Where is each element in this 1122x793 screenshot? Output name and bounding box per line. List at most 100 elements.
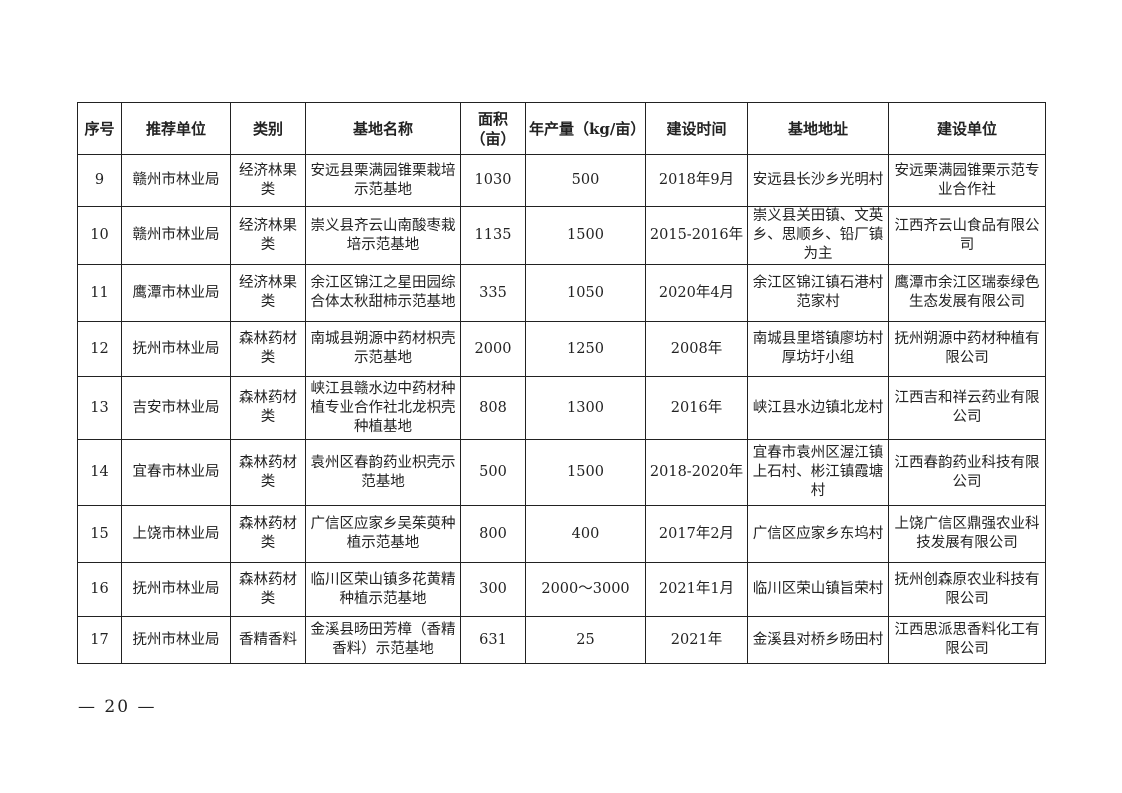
cell-seq: 13 [77, 376, 122, 440]
cell-base-name: 安远县栗满园锥栗栽培示范基地 [305, 154, 461, 207]
cell-category: 香精香料 [230, 616, 306, 664]
cell-area: 335 [460, 264, 526, 322]
cell-seq: 16 [77, 562, 122, 617]
table-row: 17 抚州市林业局 香精香料 金溪县旸田芳樟（香精香料）示范基地 631 25 2021年金… [77, 616, 1046, 664]
cell-builder: 抚州朔源中药材种植有限公司 [888, 321, 1046, 377]
cell-builder: 江西吉和祥云药业有限公司 [888, 376, 1046, 440]
cell-yield: 1300 [525, 376, 646, 440]
cell-builder: 江西春韵药业科技有限公司 [888, 439, 1046, 506]
cell-build-time: 2018年9月 [645, 154, 748, 207]
cell-base-name: 峡江县赣水边中药材种植专业合作社北龙枳壳种植基地 [305, 376, 461, 440]
header-base-name: 基地名称 [305, 102, 461, 155]
cell-yield: 1500 [525, 206, 646, 265]
cell-builder: 鹰潭市余江区瑞泰绿色生态发展有限公司 [888, 264, 1046, 322]
header-recommender: 推荐单位 [121, 102, 231, 155]
header-row: 序号 推荐单位 类别 基地名称 面积（亩） 年产量（kg/亩） 建设时间 基地地址 建设单位 [77, 102, 1046, 155]
cell-builder: 抚州创森原农业科技有限公司 [888, 562, 1046, 617]
table-row: 10 赣州市林业局 经济林果类 崇义县齐云山南酸枣栽培示范基地 1135 1500 2015… [77, 206, 1046, 265]
table-row: 11 鹰潭市林业局 经济林果类 余江区锦江之星田园综合体太秋甜柿示范基地 335 1050… [77, 264, 1046, 322]
cell-address: 临川区荣山镇旨荣村 [747, 562, 889, 617]
cell-build-time: 2016年 [645, 376, 748, 440]
cell-seq: 12 [77, 321, 122, 377]
cell-recommender: 抚州市林业局 [121, 616, 231, 664]
cell-area: 1135 [460, 206, 526, 265]
cell-build-time: 2021年1月 [645, 562, 748, 617]
cell-yield: 500 [525, 154, 646, 207]
cell-category: 经济林果类 [230, 154, 306, 207]
cell-category: 森林药材类 [230, 321, 306, 377]
header-build-time: 建设时间 [645, 102, 748, 155]
cell-seq: 17 [77, 616, 122, 664]
cell-yield: 25 [525, 616, 646, 664]
cell-builder: 安远栗满园锥栗示范专业合作社 [888, 154, 1046, 207]
cell-area: 631 [460, 616, 526, 664]
cell-builder: 江西思派思香料化工有限公司 [888, 616, 1046, 664]
table-row: 14 宜春市林业局 森林药材类 袁州区春韵药业枳壳示范基地 500 1500 2018-20… [77, 439, 1046, 506]
table-row: 12 抚州市林业局 森林药材类 南城县朔源中药材枳壳示范基地 2000 1250 2008年… [77, 321, 1046, 377]
cell-seq: 14 [77, 439, 122, 506]
header-address: 基地地址 [747, 102, 889, 155]
cell-base-name: 广信区应家乡吴茱萸种植示范基地 [305, 505, 461, 563]
cell-category: 经济林果类 [230, 264, 306, 322]
table-row: 9 赣州市林业局 经济林果类 安远县栗满园锥栗栽培示范基地 1030 500 2018年9月… [77, 154, 1046, 207]
cell-builder: 上饶广信区鼎强农业科技发展有限公司 [888, 505, 1046, 563]
cell-base-name: 金溪县旸田芳樟（香精香料）示范基地 [305, 616, 461, 664]
cell-category: 森林药材类 [230, 376, 306, 440]
cell-seq: 11 [77, 264, 122, 322]
cell-base-name: 临川区荣山镇多花黄精种植示范基地 [305, 562, 461, 617]
cell-area: 808 [460, 376, 526, 440]
cell-category: 森林药材类 [230, 439, 306, 506]
cell-base-name: 南城县朔源中药材枳壳示范基地 [305, 321, 461, 377]
page-number: — 20 — [78, 697, 157, 717]
cell-address: 崇义县关田镇、文英乡、思顺乡、铅厂镇为主 [747, 206, 889, 265]
cell-seq: 9 [77, 154, 122, 207]
cell-category: 经济林果类 [230, 206, 306, 265]
cell-builder: 江西齐云山食品有限公司 [888, 206, 1046, 265]
cell-yield: 1250 [525, 321, 646, 377]
cell-yield: 1500 [525, 439, 646, 506]
cell-address: 广信区应家乡东坞村 [747, 505, 889, 563]
table-row: 16 抚州市林业局 森林药材类 临川区荣山镇多花黄精种植示范基地 300 2000～300… [77, 562, 1046, 617]
cell-area: 500 [460, 439, 526, 506]
cell-base-name: 崇义县齐云山南酸枣栽培示范基地 [305, 206, 461, 265]
cell-recommender: 抚州市林业局 [121, 321, 231, 377]
cell-address: 宜春市袁州区渥江镇上石村、彬江镇霞塘村 [747, 439, 889, 506]
table-row: 15 上饶市林业局 森林药材类 广信区应家乡吴茱萸种植示范基地 800 400 2017年2… [77, 505, 1046, 563]
cell-build-time: 2021年 [645, 616, 748, 664]
cell-recommender: 吉安市林业局 [121, 376, 231, 440]
cell-yield: 1050 [525, 264, 646, 322]
cell-base-name: 余江区锦江之星田园综合体太秋甜柿示范基地 [305, 264, 461, 322]
cell-address: 峡江县水边镇北龙村 [747, 376, 889, 440]
cell-yield: 2000～3000 [525, 562, 646, 617]
cell-base-name: 袁州区春韵药业枳壳示范基地 [305, 439, 461, 506]
header-area: 面积（亩） [460, 102, 526, 155]
cell-address: 金溪县对桥乡旸田村 [747, 616, 889, 664]
table-row: 13 吉安市林业局 森林药材类 峡江县赣水边中药材种植专业合作社北龙枳壳种植基地 808… [77, 376, 1046, 440]
cell-category: 森林药材类 [230, 505, 306, 563]
cell-seq: 10 [77, 206, 122, 265]
cell-address: 南城县里塔镇廖坊村厚坊圩小组 [747, 321, 889, 377]
cell-build-time: 2020年4月 [645, 264, 748, 322]
cell-area: 2000 [460, 321, 526, 377]
cell-area: 300 [460, 562, 526, 617]
cell-build-time: 2008年 [645, 321, 748, 377]
cell-recommender: 宜春市林业局 [121, 439, 231, 506]
cell-recommender: 上饶市林业局 [121, 505, 231, 563]
cell-recommender: 赣州市林业局 [121, 154, 231, 207]
cell-address: 安远县长沙乡光明村 [747, 154, 889, 207]
cell-area: 800 [460, 505, 526, 563]
header-builder: 建设单位 [888, 102, 1046, 155]
base-table: 序号 推荐单位 类别 基地名称 面积（亩） 年产量（kg/亩） 建设时间 基地地址 建设单位 9… [77, 102, 1046, 664]
cell-build-time: 2017年2月 [645, 505, 748, 563]
cell-address: 余江区锦江镇石港村范家村 [747, 264, 889, 322]
cell-recommender: 赣州市林业局 [121, 206, 231, 265]
header-yield: 年产量（kg/亩） [525, 102, 646, 155]
cell-seq: 15 [77, 505, 122, 563]
cell-category: 森林药材类 [230, 562, 306, 617]
cell-yield: 400 [525, 505, 646, 563]
cell-build-time: 2015-2016年 [645, 206, 748, 265]
cell-build-time: 2018-2020年 [645, 439, 748, 506]
cell-recommender: 鹰潭市林业局 [121, 264, 231, 322]
cell-area: 1030 [460, 154, 526, 207]
cell-recommender: 抚州市林业局 [121, 562, 231, 617]
